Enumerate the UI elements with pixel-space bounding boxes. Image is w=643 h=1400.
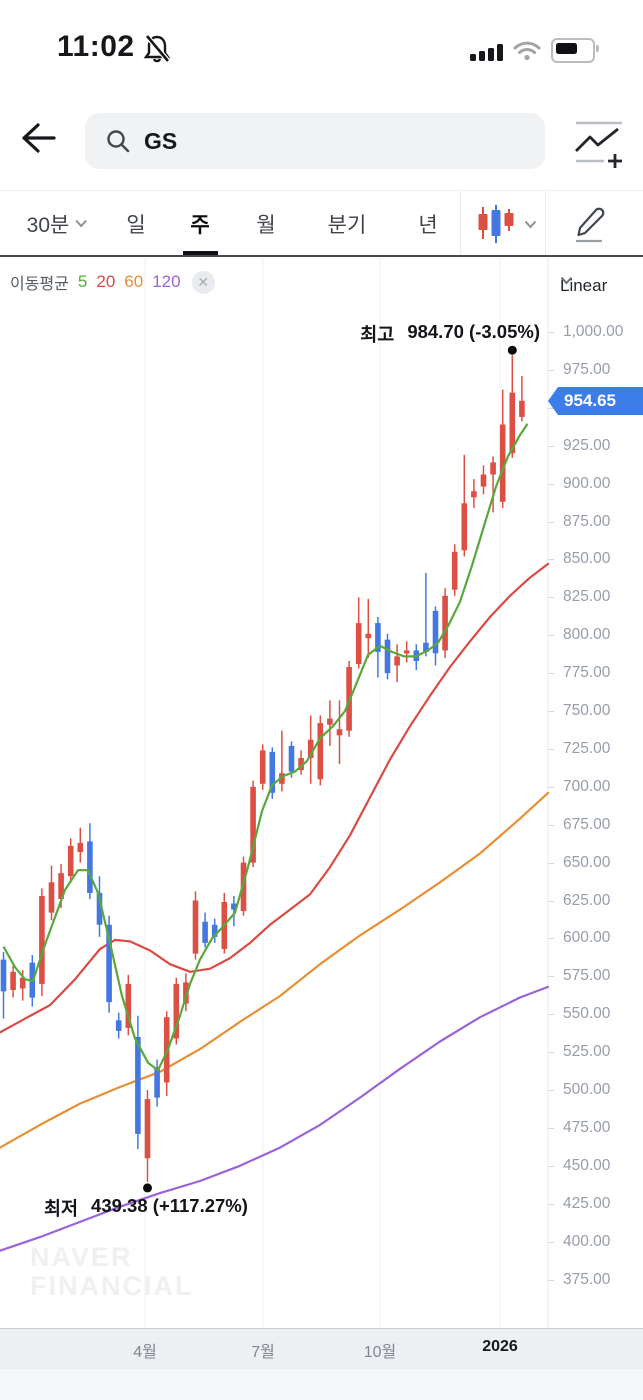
x-axis-tick: 4월 <box>133 1344 157 1361</box>
draw-button[interactable] <box>572 204 608 244</box>
chart-style-button[interactable] <box>476 205 538 243</box>
tab-day[interactable]: 일 <box>126 213 146 237</box>
back-button[interactable] <box>18 120 62 164</box>
notifications-muted-icon <box>143 34 171 64</box>
chart-area[interactable]: NAVER FINANCIAL 1,000.00975.00950.00925.… <box>0 258 643 1328</box>
cellular-signal-icon <box>470 43 503 61</box>
current-price-badge: 954.65 <box>548 387 643 415</box>
candlestick-icon <box>478 205 514 243</box>
tab-year[interactable]: 년 <box>418 213 438 237</box>
legend-ma20: 20 <box>96 272 116 291</box>
search-query-text: GS <box>144 127 178 154</box>
chevron-down-icon <box>524 220 537 228</box>
legend-title: 이동평균 <box>10 276 69 293</box>
chevron-down-icon <box>75 219 87 228</box>
bottom-spacer <box>0 1369 643 1400</box>
search-icon <box>105 128 131 154</box>
x-axis-tick: 10월 <box>363 1344 397 1361</box>
legend-ma120: 120 <box>152 272 181 291</box>
search-input[interactable]: GS <box>85 113 545 169</box>
wifi-icon <box>513 41 541 61</box>
chevron-down-icon <box>560 276 573 285</box>
active-tab-underline <box>183 251 218 255</box>
system-status-icons <box>470 38 599 63</box>
legend-ma5: 5 <box>77 272 88 291</box>
high-annotation: 최고 984.70 (-3.05%) <box>360 321 540 346</box>
moving-average-legend: 이동평균 5 20 60 120 ✕ <box>10 270 215 294</box>
clock-time: 11:02 <box>57 30 135 63</box>
candlestick-chart[interactable] <box>0 258 643 1328</box>
tab-month[interactable]: 월 <box>256 213 276 237</box>
x-axis-tick: 2026 <box>482 1338 518 1355</box>
legend-ma60: 60 <box>124 272 144 291</box>
tab-week[interactable]: 주 <box>190 213 210 237</box>
scale-selector[interactable]: Linear <box>560 276 608 295</box>
tab-quarter[interactable]: 분기 <box>327 213 367 237</box>
timeframe-toolbar: 30분 일 주 월 분기 년 <box>0 190 643 257</box>
x-axis: 4월 7월 10월 2026 <box>0 1328 643 1369</box>
x-axis-tick: 7월 <box>251 1344 275 1361</box>
legend-close-button[interactable]: ✕ <box>191 270 215 294</box>
pencil-icon <box>576 207 605 243</box>
status-bar: 11:02 <box>0 0 643 100</box>
add-chart-button[interactable] <box>570 117 628 169</box>
low-annotation: 최저 439.38 (+117.27%) <box>44 1194 248 1219</box>
search-header: GS <box>0 100 643 190</box>
watermark: NAVER FINANCIAL <box>30 1242 194 1301</box>
tab-30min[interactable]: 30분 <box>27 191 88 256</box>
battery-icon <box>551 38 599 63</box>
